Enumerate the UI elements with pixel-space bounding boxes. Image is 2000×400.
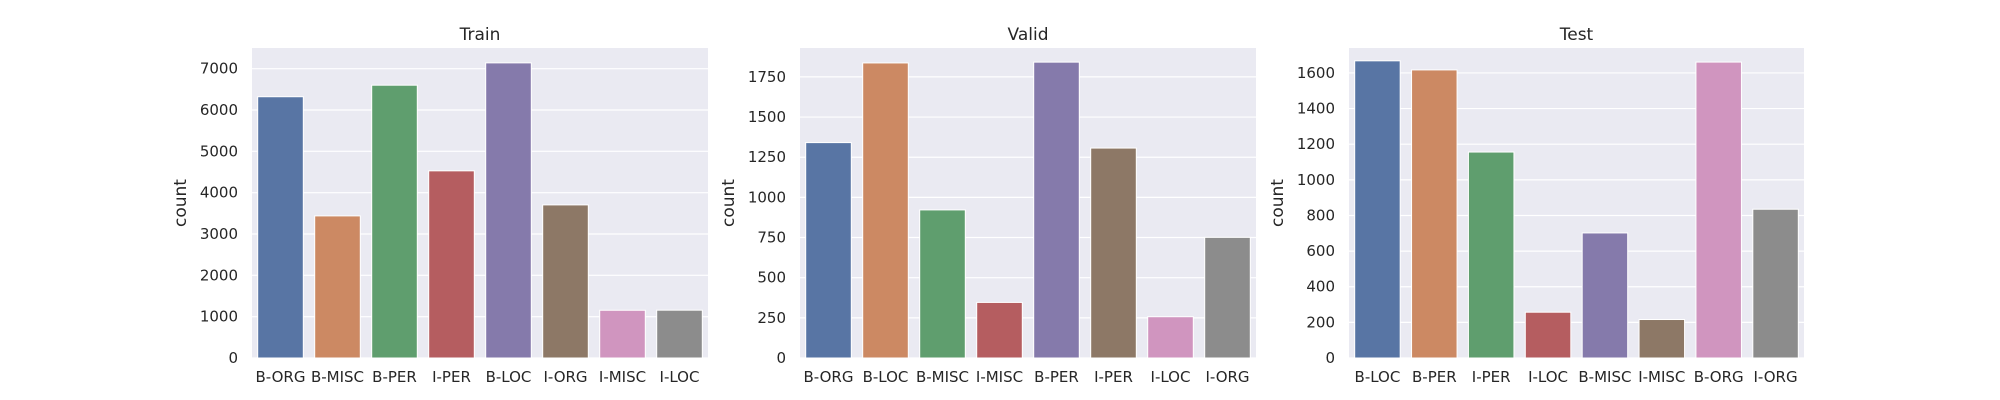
- bar-i-loc: [1524, 311, 1572, 359]
- chart-title: Valid: [1008, 25, 1049, 45]
- x-tick-label: I-MISC: [976, 368, 1023, 386]
- x-tick-label: B-MISC: [311, 368, 364, 386]
- x-tick-label: I-PER: [432, 368, 471, 386]
- bar-i-loc: [656, 309, 703, 359]
- y-tick-label: 1500: [748, 108, 786, 126]
- x-tick-label: I-MISC: [1638, 368, 1685, 386]
- x-tick-label: B-LOC: [1355, 368, 1401, 386]
- y-tick-label: 0: [228, 349, 238, 367]
- bar-b-misc: [314, 215, 361, 359]
- x-tick-label: I-MISC: [599, 368, 646, 386]
- bar-i-per: [1090, 147, 1137, 359]
- bar-i-org: [542, 204, 589, 359]
- y-tick-label: 1400: [1297, 100, 1335, 118]
- bar-b-per: [371, 84, 418, 359]
- chart-panel-test: 0 200 400 600 800 1000 1200 1400 1600 B-LOC B-PER I…: [1268, 25, 1804, 386]
- chart-panel-valid: 0 250 500 750 1000 1250 1500 1750 B-ORG B-LOC B-MI…: [719, 25, 1256, 386]
- x-tick-label: B-PER: [372, 368, 417, 386]
- y-tick-label: 1600: [1297, 64, 1335, 82]
- x-tick-label: B-LOC: [486, 368, 532, 386]
- bar-b-org: [805, 142, 852, 359]
- y-tick-label: 1250: [748, 148, 786, 166]
- y-tick-label: 0: [1325, 349, 1335, 367]
- chart-panel-train: 0 1000 2000 3000 4000 5000 6000 7000 B-ORG B-MISC…: [171, 25, 708, 386]
- y-axis-label: count: [171, 179, 191, 227]
- y-tick-label: 500: [757, 269, 786, 287]
- y-axis-label: count: [719, 179, 739, 227]
- x-tick-label: I-PER: [1472, 368, 1511, 386]
- bar-i-per: [428, 170, 475, 359]
- bar-b-loc: [862, 62, 909, 359]
- y-tick-label: 1750: [748, 68, 786, 86]
- x-tick-label: B-PER: [1034, 368, 1079, 386]
- x-tick-label: I-LOC: [1151, 368, 1191, 386]
- x-tick-label: B-PER: [1412, 368, 1457, 386]
- x-tick-label: I-ORG: [1205, 368, 1249, 386]
- y-tick-label: 2000: [200, 266, 238, 284]
- x-tick-label: B-LOC: [863, 368, 909, 386]
- y-tick-label: 6000: [200, 101, 238, 119]
- bar-i-loc: [1147, 316, 1194, 359]
- y-tick-label: 1000: [200, 308, 238, 326]
- x-tick-label: B-ORG: [1694, 368, 1744, 386]
- x-tick-label: B-ORG: [804, 368, 854, 386]
- y-tick-label: 0: [776, 349, 786, 367]
- y-tick-label: 7000: [200, 60, 238, 78]
- bar-i-misc: [976, 301, 1023, 359]
- bar-i-per: [1467, 151, 1515, 359]
- y-tick-label: 3000: [200, 225, 238, 243]
- x-tick-label: I-ORG: [543, 368, 587, 386]
- bar-b-per: [1411, 69, 1458, 359]
- bar-b-loc: [1354, 60, 1401, 359]
- y-tick-label: 750: [757, 229, 786, 247]
- bar-i-misc: [599, 309, 646, 359]
- bar-b-org: [1695, 61, 1742, 359]
- bar-i-misc: [1638, 319, 1686, 359]
- bar-i-org: [1752, 208, 1799, 359]
- y-tick-label: 1200: [1297, 135, 1335, 153]
- x-tick-label: I-ORG: [1754, 368, 1798, 386]
- chart-title: Train: [459, 25, 501, 45]
- x-tick-label: B-ORG: [256, 368, 306, 386]
- x-tick-label: B-MISC: [916, 368, 969, 386]
- y-tick-label: 250: [757, 309, 786, 327]
- bar-b-per: [1033, 61, 1080, 359]
- bar-b-org: [257, 96, 304, 359]
- chart-title: Test: [1559, 25, 1594, 45]
- x-tick-label: I-PER: [1094, 368, 1133, 386]
- x-tick-label: I-LOC: [1528, 368, 1568, 386]
- bar-b-misc: [919, 209, 966, 359]
- y-tick-label: 1000: [1297, 171, 1335, 189]
- y-tick-label: 200: [1306, 313, 1335, 331]
- bar-b-loc: [485, 62, 532, 359]
- y-tick-label: 1000: [748, 188, 786, 206]
- y-axis-label: count: [1268, 179, 1288, 227]
- bar-i-org: [1204, 236, 1251, 359]
- y-tick-label: 400: [1306, 278, 1335, 296]
- y-tick-label: 800: [1306, 206, 1335, 224]
- y-tick-label: 600: [1306, 242, 1335, 260]
- y-tick-label: 5000: [200, 142, 238, 160]
- x-tick-label: I-LOC: [660, 368, 700, 386]
- x-tick-label: B-MISC: [1578, 368, 1631, 386]
- y-tick-label: 4000: [200, 184, 238, 202]
- bar-b-misc: [1581, 232, 1629, 359]
